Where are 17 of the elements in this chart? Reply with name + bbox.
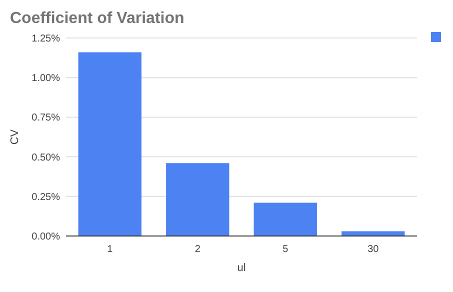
x-tick-label: 5	[282, 244, 289, 255]
bar	[78, 52, 142, 236]
x-tick-label: 30	[368, 244, 380, 255]
chart-title: Coefficient of Variation	[10, 10, 184, 27]
y-tick-label: 0.75%	[32, 112, 60, 124]
bar	[166, 163, 230, 236]
y-tick-label: 0.00%	[32, 232, 60, 242]
x-tick-label: 1	[107, 244, 114, 255]
bar	[254, 202, 317, 236]
x-axis-title: ul	[237, 262, 246, 274]
y-tick-label: 1.00%	[32, 73, 60, 84]
x-tick-label: 2	[194, 244, 201, 255]
y-tick-label: 1.25%	[32, 34, 60, 44]
bar	[342, 231, 405, 236]
y-tick-label: 0.50%	[32, 152, 60, 164]
y-tick-label: 0.25%	[32, 192, 60, 203]
y-axis-title: CV	[9, 128, 21, 145]
